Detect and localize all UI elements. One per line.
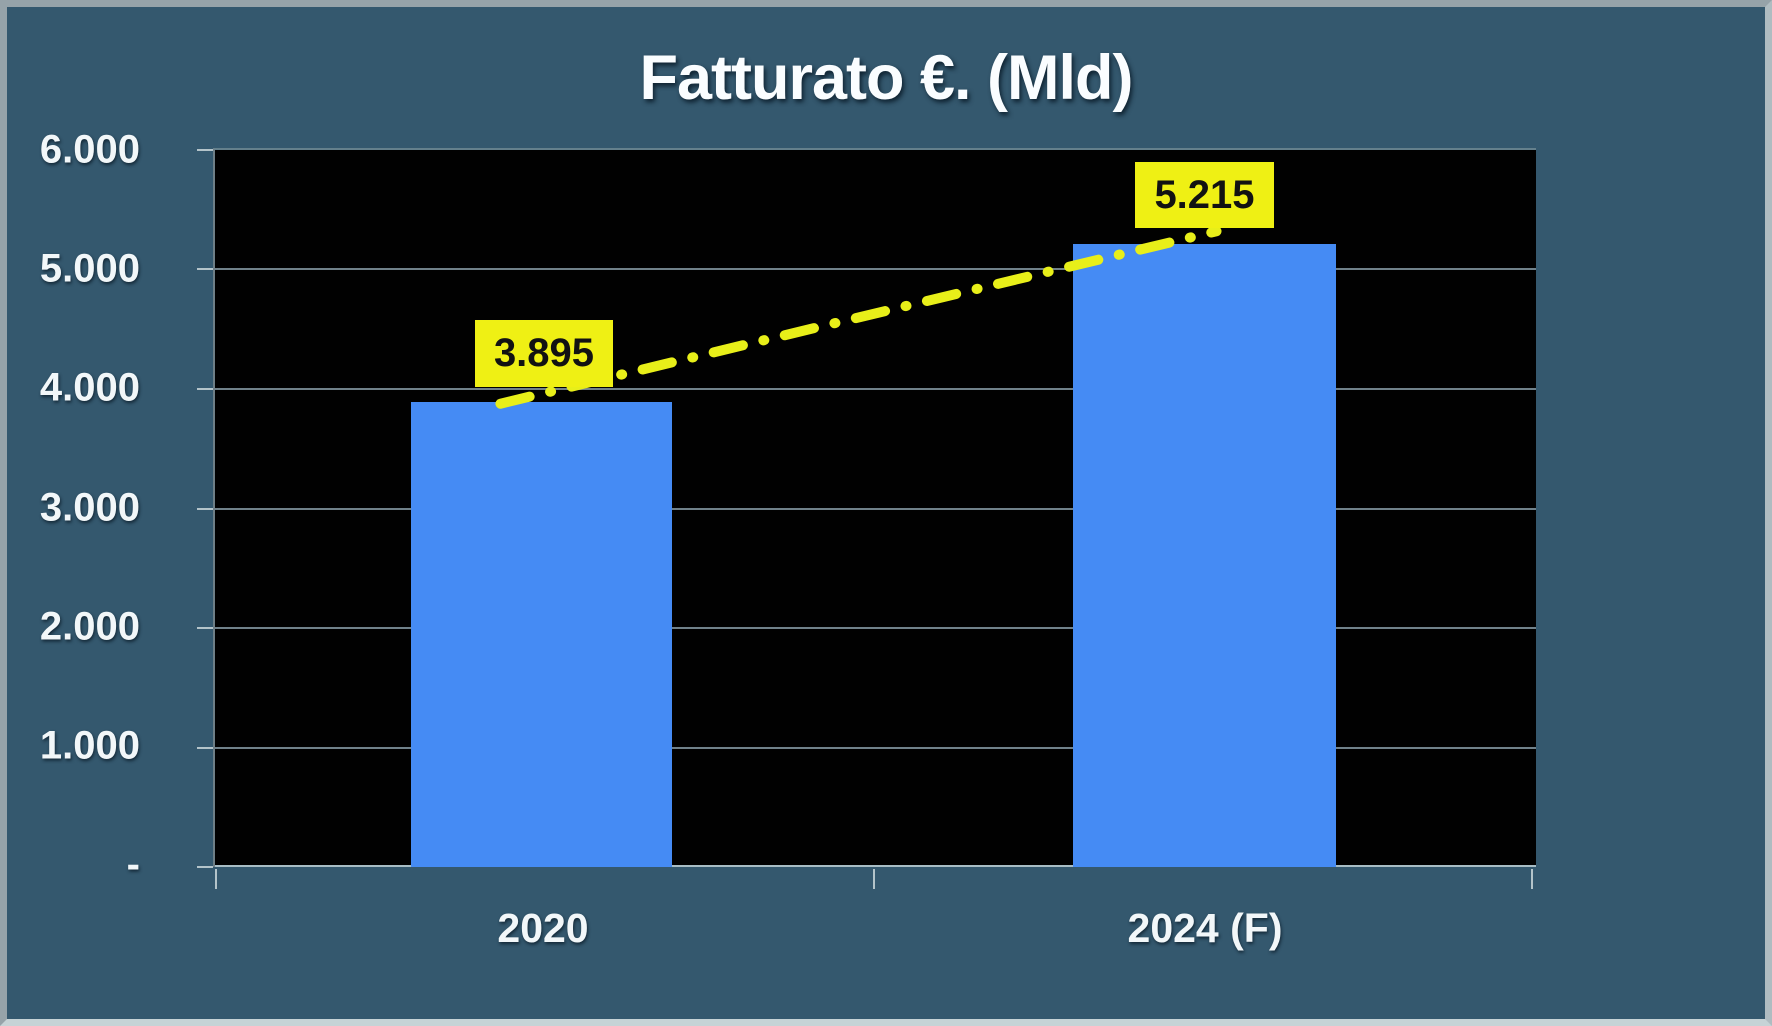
y-tick-label: 2.000 [39, 604, 140, 649]
y-axis-tick [197, 626, 213, 629]
x-axis-tick [1531, 869, 1533, 889]
y-gridline [215, 268, 1536, 271]
y-tick-label: 1.000 [39, 723, 140, 768]
chart-title: Fatturato €. (Mld) [639, 43, 1134, 113]
y-axis-tick [197, 149, 213, 151]
y-axis-tick [197, 507, 213, 510]
y-axis-tick [197, 387, 213, 390]
plot-area: 3.895 5.215 [197, 148, 1536, 889]
bar-2024f [1073, 243, 1336, 867]
y-tick-label: 3.000 [39, 485, 140, 529]
data-label-2020: 3.895 [475, 320, 613, 387]
y-gridline [215, 507, 1536, 510]
x-tick-label-2020: 2020 [497, 905, 589, 951]
data-label-2024f: 5.215 [1135, 162, 1274, 228]
y-tick-label: - [126, 842, 140, 887]
y-tick-label: 5.000 [39, 246, 140, 291]
x-axis-tick [215, 869, 217, 889]
x-tick-label-2024f: 2024 (F) [1127, 905, 1283, 951]
y-tick-label: 6.000 [39, 127, 140, 172]
x-axis-line [215, 865, 1536, 867]
y-gridline [215, 387, 1536, 390]
y-axis-tick [197, 866, 213, 868]
y-gridline [215, 626, 1536, 629]
bar-2020 [411, 401, 672, 867]
x-axis-tick [873, 869, 875, 889]
y-axis: 6.000 5.000 4.000 3.000 2.000 1.000 - [0, 128, 148, 887]
x-axis: 2020 2024 (F) [0, 905, 1772, 965]
y-axis-tick [197, 746, 213, 749]
y-axis-tick [197, 268, 213, 271]
y-tick-label: 4.000 [39, 365, 140, 410]
y-gridline [215, 746, 1536, 749]
